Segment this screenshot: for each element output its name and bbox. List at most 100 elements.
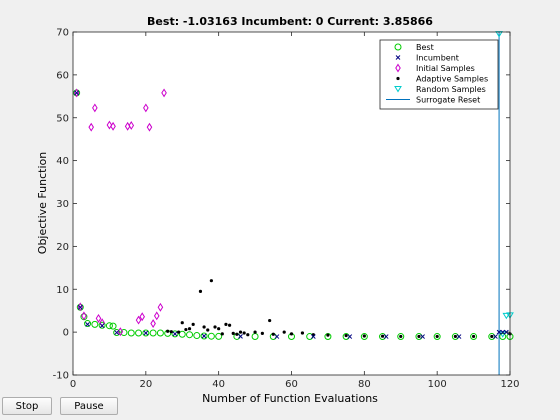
adaptive-samples-point <box>453 334 457 339</box>
adaptive-samples-point <box>184 327 188 332</box>
adaptive-samples-point <box>220 332 224 336</box>
best-point <box>193 332 201 340</box>
legend-label-initial-samples: Initial Samples <box>416 64 475 73</box>
incumbent-point <box>143 330 149 336</box>
legend-label-best: Best <box>416 43 434 52</box>
initial-samples-point <box>153 311 160 321</box>
adaptive-samples-point <box>362 334 366 338</box>
initial-samples-point <box>117 327 124 337</box>
best-point <box>105 322 113 330</box>
y-tick-label: 20 <box>56 242 69 253</box>
initial-samples-point <box>110 121 116 131</box>
pause-button[interactable]: Pause <box>60 397 118 415</box>
best-point <box>91 320 99 328</box>
legend-swatch-incumbent <box>395 55 401 60</box>
incumbent-point <box>456 334 462 339</box>
x-tick-label: 40 <box>212 379 225 390</box>
adaptive-samples-point <box>209 279 213 283</box>
adaptive-samples-point <box>326 333 330 337</box>
legend-swatch-adaptive-samples <box>396 76 400 81</box>
adaptive-samples-point <box>206 328 210 332</box>
initial-samples-point <box>95 313 102 323</box>
incumbent-point <box>383 334 389 339</box>
series-adaptive-samples <box>166 279 512 339</box>
best-point <box>200 332 208 340</box>
adaptive-samples-point <box>271 332 275 336</box>
best-point <box>113 329 121 337</box>
best-point <box>186 331 194 339</box>
adaptive-samples-point <box>490 334 494 339</box>
x-tick-label: 120 <box>500 379 519 390</box>
series-layer <box>73 31 514 375</box>
incumbent-point <box>420 334 425 339</box>
adaptive-samples-point <box>166 329 170 333</box>
stop-button[interactable]: Stop <box>2 397 52 415</box>
y-tick-label: 60 <box>56 70 69 81</box>
best-point <box>171 330 179 338</box>
x-tick-label: 100 <box>428 379 447 390</box>
y-tick-label: 30 <box>56 199 69 210</box>
x-tick-label: 60 <box>285 379 298 390</box>
adaptive-samples-point <box>289 332 294 336</box>
series-initial-samples <box>73 88 167 337</box>
x-tick-label: 80 <box>358 379 371 390</box>
x-axis-label: Number of Function Evaluations <box>202 392 378 405</box>
incumbent-point <box>99 323 105 329</box>
initial-samples-point <box>92 103 98 113</box>
incumbent-point <box>238 334 243 339</box>
incumbent-point <box>85 322 90 327</box>
adaptive-samples-point <box>435 334 439 339</box>
best-point <box>499 333 507 341</box>
y-tick-label: 50 <box>56 113 69 124</box>
incumbent-point <box>77 304 83 310</box>
series-incumbent <box>74 90 509 339</box>
y-tick-label: 40 <box>56 156 69 167</box>
x-tick-label: 0 <box>70 379 76 390</box>
best-point <box>142 329 150 337</box>
best-point <box>120 329 128 337</box>
best-point <box>470 333 478 341</box>
adaptive-samples-point <box>344 333 348 338</box>
legend-label-adaptive-samples: Adaptive Samples <box>416 75 488 84</box>
adaptive-samples-point <box>268 318 272 323</box>
initial-samples-point <box>81 311 87 321</box>
incumbent-point <box>347 334 353 339</box>
initial-samples-point <box>157 302 164 312</box>
initial-samples-point <box>128 121 135 130</box>
best-point <box>127 329 135 337</box>
adaptive-samples-point <box>217 327 221 331</box>
best-point <box>109 322 117 330</box>
axes-frame <box>72 31 511 376</box>
adaptive-samples-point <box>213 325 217 329</box>
adaptive-samples-point <box>417 334 421 339</box>
y-tick-label: -10 <box>53 371 69 382</box>
adaptive-samples-point <box>399 334 403 339</box>
incumbent-point <box>310 334 316 339</box>
adaptive-samples-point <box>235 332 239 336</box>
random-samples-point <box>502 312 511 320</box>
best-point <box>215 332 223 340</box>
incumbent-point <box>274 334 280 339</box>
best-point <box>156 329 164 337</box>
legend-label-surrogate-reset: Surrogate Reset <box>416 96 480 105</box>
initial-samples-point <box>161 88 167 98</box>
legend-label-incumbent: Incumbent <box>416 54 459 63</box>
best-point <box>397 333 405 341</box>
adaptive-samples-point <box>224 322 228 327</box>
adaptive-samples-point <box>227 323 232 327</box>
x-tick-label: 20 <box>139 379 152 390</box>
adaptive-samples-point <box>231 331 235 336</box>
y-tick-label: 10 <box>56 285 69 296</box>
adaptive-samples-point <box>380 334 385 338</box>
initial-samples-point <box>139 312 145 322</box>
y-axis-label: Objective Function <box>36 152 49 254</box>
best-point <box>149 329 157 337</box>
adaptive-samples-point <box>202 325 206 329</box>
legend-box <box>379 39 499 110</box>
best-point <box>98 321 106 329</box>
incumbent-point <box>114 330 120 335</box>
